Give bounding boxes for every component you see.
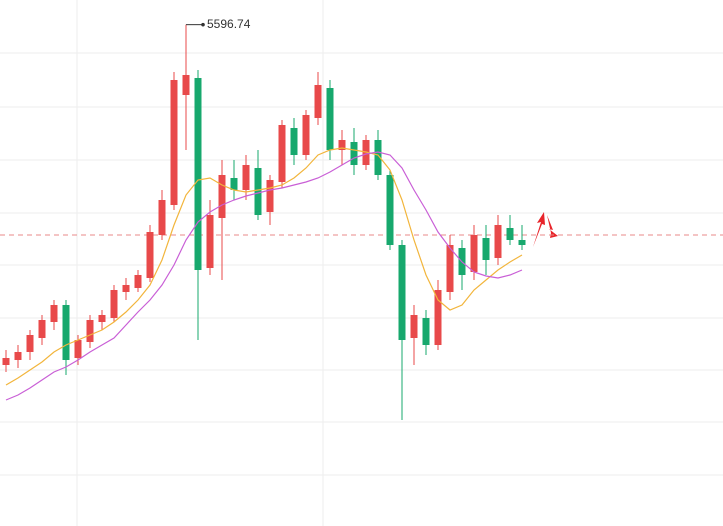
candle-body xyxy=(62,305,70,360)
candle-body xyxy=(470,235,478,272)
candle-body xyxy=(410,315,418,338)
candle-body xyxy=(422,318,430,345)
candle-body xyxy=(446,245,454,292)
candle-body xyxy=(254,168,262,215)
candle-body xyxy=(494,225,502,258)
candle-body xyxy=(374,140,382,175)
candle-body xyxy=(2,358,10,365)
moving-average xyxy=(5,151,523,401)
candle-body xyxy=(86,320,94,342)
candle-body xyxy=(26,335,34,352)
candle-body xyxy=(314,85,322,118)
arrow-up xyxy=(533,212,545,247)
candle-body xyxy=(38,320,46,338)
candle-body xyxy=(14,352,22,360)
candle-body xyxy=(290,128,298,155)
candle-body xyxy=(338,140,346,150)
candle-body xyxy=(278,125,286,182)
arrow-down xyxy=(547,215,558,238)
candle-body xyxy=(194,78,202,270)
candle-body xyxy=(302,115,310,155)
candle-body xyxy=(158,200,166,235)
max-dot xyxy=(201,22,205,27)
candle-body xyxy=(350,142,358,165)
candle-body xyxy=(218,175,226,218)
candle-body xyxy=(182,75,190,95)
candle-body xyxy=(110,290,118,318)
candle-body xyxy=(122,285,130,292)
candle-body xyxy=(398,245,406,340)
candle-body xyxy=(242,165,250,190)
candle-body xyxy=(482,238,490,260)
candle-body xyxy=(170,80,178,205)
candle-body xyxy=(386,175,394,245)
candle-body xyxy=(506,228,514,240)
candle-body xyxy=(266,180,274,212)
max-label: 5596.74 xyxy=(207,17,251,31)
moving-average xyxy=(5,147,523,386)
candle-body xyxy=(434,290,442,345)
candle-body xyxy=(50,305,58,322)
candle-body xyxy=(134,275,142,288)
candle-body xyxy=(518,240,526,245)
trend-arrows xyxy=(533,212,558,247)
candle-body xyxy=(146,232,154,278)
candle-body xyxy=(230,178,238,190)
candle-body xyxy=(206,215,214,268)
candle-body xyxy=(326,88,334,150)
candle-body xyxy=(98,315,106,322)
candle-body xyxy=(74,340,82,358)
